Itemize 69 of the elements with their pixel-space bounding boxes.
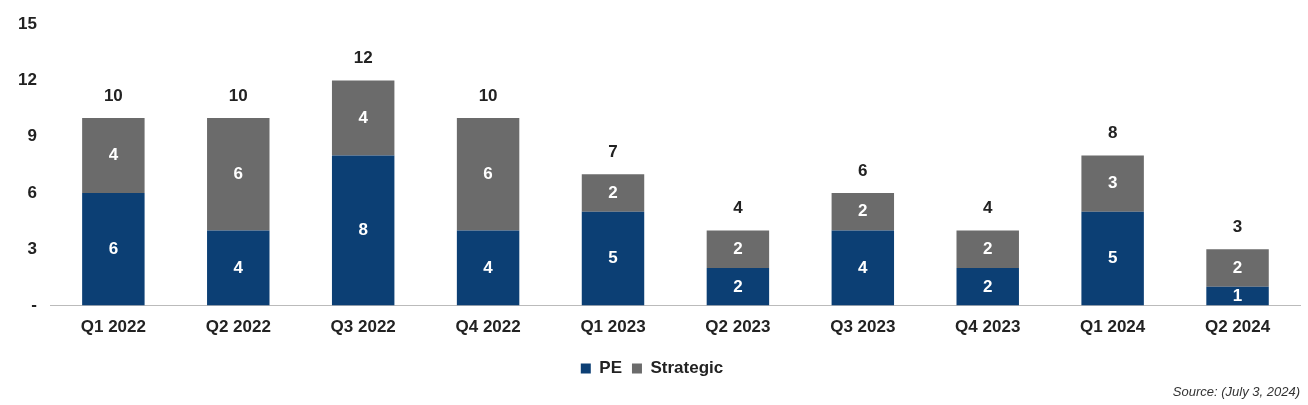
- data-label: 3: [1107, 173, 1118, 193]
- data-label: 6: [108, 239, 119, 259]
- data-label: 6: [233, 163, 244, 183]
- total-label: 12: [353, 48, 373, 68]
- bar: [331, 155, 395, 306]
- bar: [1206, 286, 1269, 306]
- bar: [82, 118, 145, 194]
- legend-label: PE: [599, 358, 622, 378]
- total-label: 10: [103, 85, 123, 105]
- data-label: 4: [858, 257, 869, 277]
- bar: [207, 230, 270, 306]
- total-label: 10: [478, 85, 498, 105]
- total-label: 10: [228, 85, 248, 105]
- data-label: 2: [858, 201, 868, 221]
- x-tick-label: Q2 2023: [705, 317, 771, 337]
- x-tick-label: Q3 2022: [330, 317, 396, 337]
- bar: [82, 193, 145, 306]
- bar: [956, 268, 1019, 306]
- bar: [1206, 249, 1269, 287]
- bar: [207, 118, 270, 231]
- total-label: 6: [858, 160, 868, 180]
- bar: [831, 230, 895, 306]
- bar: [1081, 155, 1144, 212]
- y-tick-label: 6: [27, 182, 37, 202]
- x-tick-label: Q4 2023: [955, 317, 1021, 337]
- total-label: 3: [1232, 217, 1243, 237]
- data-label: 6: [483, 163, 493, 183]
- bar: [706, 268, 770, 306]
- total-label: 4: [982, 198, 993, 218]
- data-label: 1: [1232, 285, 1243, 305]
- data-label: 4: [483, 257, 494, 277]
- legend-label: Strategic: [650, 358, 724, 378]
- x-tick-label: Q2 2022: [205, 317, 271, 337]
- bar: [331, 80, 395, 156]
- bar: [706, 230, 770, 269]
- bar: [956, 230, 1019, 269]
- data-label: 2: [733, 276, 743, 296]
- x-tick-label: Q3 2023: [830, 317, 896, 337]
- data-label: 2: [1232, 257, 1243, 277]
- x-tick-label: Q1 2022: [80, 317, 146, 337]
- data-label: 8: [358, 220, 368, 240]
- data-label: 2: [608, 182, 618, 202]
- data-label: 5: [608, 248, 618, 268]
- bar: [581, 174, 645, 212]
- y-tick-label: 15: [17, 13, 37, 33]
- y-tick-label: 3: [27, 239, 37, 259]
- data-label: 2: [982, 239, 993, 259]
- x-tick-label: Q4 2022: [455, 317, 521, 337]
- bar: [1081, 211, 1144, 306]
- x-tick-label: Q1 2024: [1080, 317, 1146, 337]
- bar: [831, 193, 895, 231]
- bar: [581, 211, 645, 306]
- data-label: 5: [1107, 248, 1118, 268]
- y-tick-label: -: [31, 295, 37, 315]
- data-label: 4: [233, 257, 244, 277]
- data-label: 4: [108, 145, 119, 165]
- bar: [456, 230, 520, 306]
- total-label: 4: [733, 198, 744, 218]
- source-note: Source: (July 3, 2024): [1172, 384, 1300, 399]
- data-label: 4: [358, 107, 369, 127]
- total-label: 7: [608, 141, 618, 161]
- y-tick-label: 9: [27, 126, 37, 146]
- bar: [456, 118, 520, 231]
- x-tick-label: Q1 2023: [580, 317, 646, 337]
- data-label: 2: [733, 239, 743, 259]
- total-label: 8: [1107, 123, 1118, 143]
- data-label: 2: [982, 276, 993, 296]
- y-tick-label: 12: [17, 70, 37, 90]
- x-tick-label: Q2 2024: [1204, 317, 1271, 337]
